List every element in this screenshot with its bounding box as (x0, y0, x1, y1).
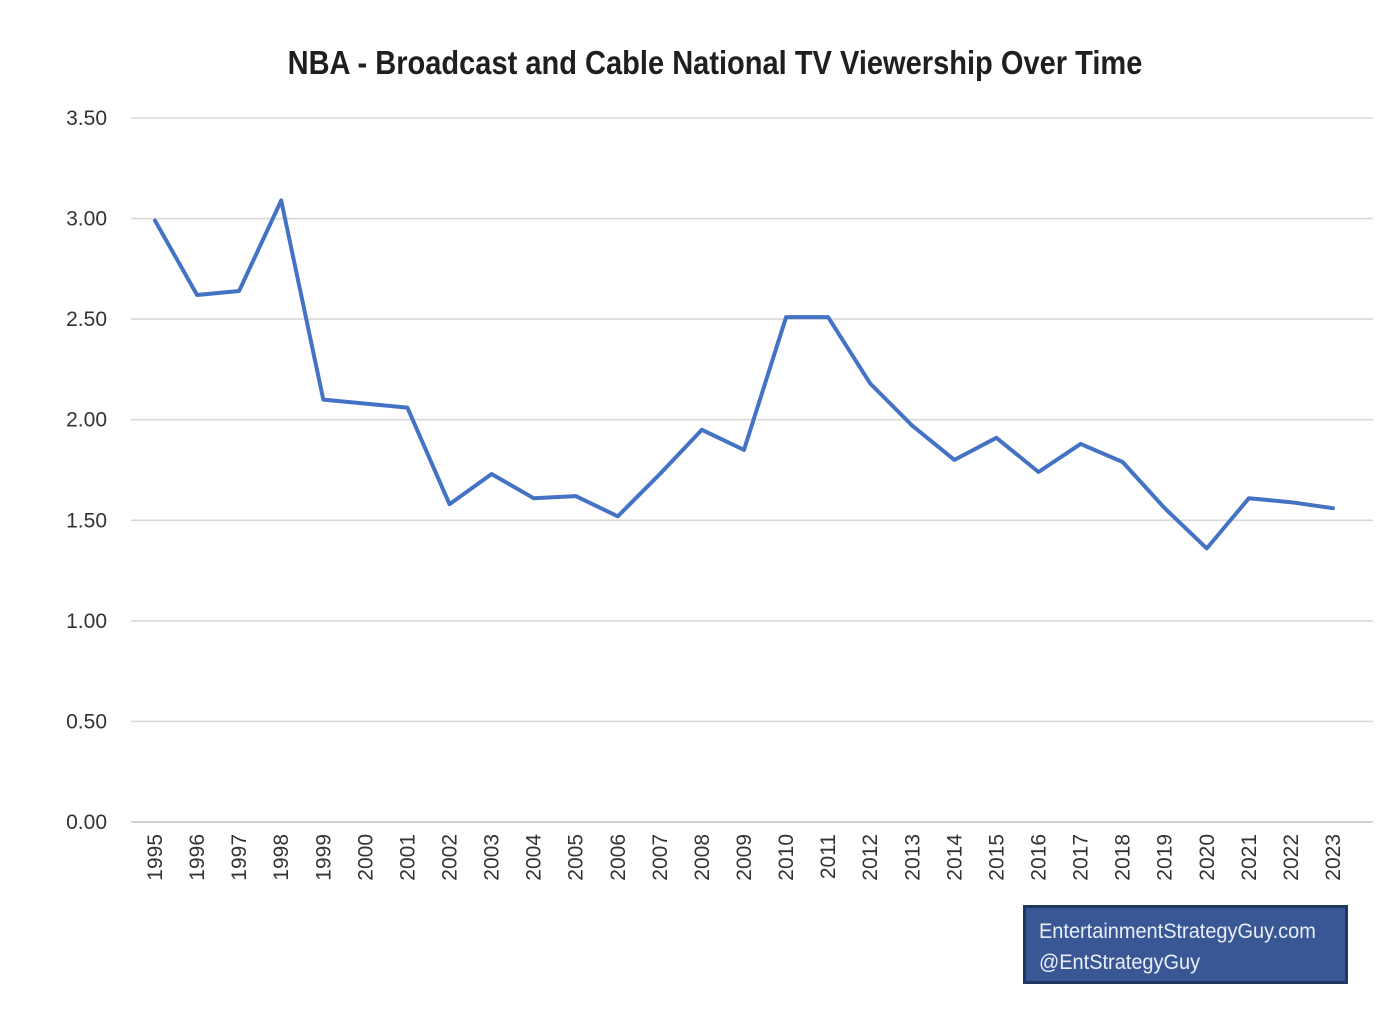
x-tick-label: 2001 (396, 834, 419, 881)
watermark-box: EntertainmentStrategyGuy.com @EntStrateg… (1023, 905, 1348, 984)
y-tick-label: 3.00 (66, 208, 107, 231)
y-tick-label: 0.00 (66, 811, 107, 834)
x-tick-label: 2012 (859, 834, 882, 881)
x-tick-label: 1996 (186, 834, 209, 881)
x-tick-label: 2002 (439, 834, 462, 881)
x-tick-label: 1995 (144, 834, 167, 881)
x-tick-label: 2019 (1154, 834, 1177, 881)
x-tick-label: 2000 (354, 834, 377, 881)
x-tick-label: 2006 (607, 834, 630, 881)
watermark-text: EntertainmentStrategyGuy.com @EntStrateg… (1039, 916, 1330, 978)
x-tick-label: 2020 (1196, 834, 1219, 881)
x-tick-label: 1999 (312, 834, 335, 881)
y-tick-label: 3.50 (66, 107, 107, 130)
x-tick-label: 2003 (481, 834, 504, 881)
x-tick-label: 2023 (1322, 834, 1345, 881)
series-line (153, 198, 1335, 551)
x-tick-label: 2017 (1070, 834, 1093, 881)
x-tick-label: 2011 (817, 834, 840, 879)
y-tick-label: 1.00 (66, 610, 107, 633)
y-tick-label: 2.00 (66, 409, 107, 432)
chart-title: NBA - Broadcast and Cable National TV Vi… (287, 44, 1143, 81)
y-tick-label: 2.50 (66, 308, 107, 331)
x-tick-label: 1997 (228, 834, 251, 881)
watermark-twitter-handle: @EntStrategyGuy (1039, 951, 1201, 974)
x-tick-label: 2005 (565, 834, 588, 881)
watermark-site-url: EntertainmentStrategyGuy.com (1039, 920, 1316, 943)
x-tick-label: 2022 (1280, 834, 1303, 881)
x-tick-label: 2021 (1238, 834, 1261, 881)
x-tick-label: 2009 (733, 834, 756, 881)
y-tick-label: 0.50 (66, 710, 107, 733)
y-tick-label: 1.50 (66, 509, 107, 532)
x-tick-label: 2008 (691, 834, 714, 881)
x-tick-label: 2015 (985, 834, 1008, 881)
x-tick-label: 2014 (943, 834, 966, 881)
x-tick-label: 2013 (901, 834, 924, 881)
x-tick-label: 2018 (1112, 834, 1135, 881)
x-tick-label: 2007 (649, 834, 672, 881)
x-tick-label: 1998 (270, 834, 293, 881)
x-tick-label: 2016 (1028, 834, 1051, 881)
x-tick-label: 2010 (775, 834, 798, 881)
x-tick-label: 2004 (523, 834, 546, 881)
